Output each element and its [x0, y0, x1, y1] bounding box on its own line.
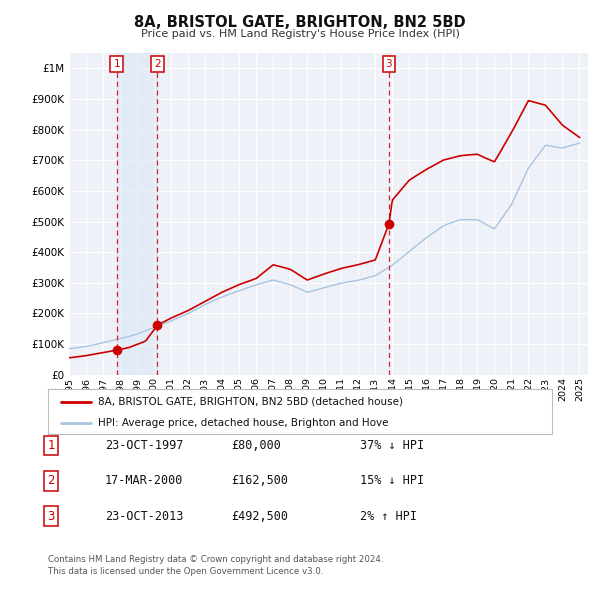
Text: £80,000: £80,000 — [231, 439, 281, 452]
Text: 17-MAR-2000: 17-MAR-2000 — [105, 474, 184, 487]
Text: 2: 2 — [47, 474, 55, 487]
Bar — [116, 53, 157, 375]
Text: 1: 1 — [113, 60, 120, 70]
Text: 23-OCT-1997: 23-OCT-1997 — [105, 439, 184, 452]
Text: 2% ↑ HPI: 2% ↑ HPI — [360, 510, 417, 523]
Text: 8A, BRISTOL GATE, BRIGHTON, BN2 5BD: 8A, BRISTOL GATE, BRIGHTON, BN2 5BD — [134, 15, 466, 30]
Text: 2: 2 — [154, 60, 161, 70]
Text: £492,500: £492,500 — [231, 510, 288, 523]
Text: 1: 1 — [47, 439, 55, 452]
Text: 37% ↓ HPI: 37% ↓ HPI — [360, 439, 424, 452]
Text: 8A, BRISTOL GATE, BRIGHTON, BN2 5BD (detached house): 8A, BRISTOL GATE, BRIGHTON, BN2 5BD (det… — [98, 397, 403, 407]
Text: HPI: Average price, detached house, Brighton and Hove: HPI: Average price, detached house, Brig… — [98, 418, 389, 428]
Text: Price paid vs. HM Land Registry's House Price Index (HPI): Price paid vs. HM Land Registry's House … — [140, 30, 460, 39]
Text: Contains HM Land Registry data © Crown copyright and database right 2024.: Contains HM Land Registry data © Crown c… — [48, 555, 383, 564]
Text: 3: 3 — [47, 510, 55, 523]
Text: 23-OCT-2013: 23-OCT-2013 — [105, 510, 184, 523]
Text: £162,500: £162,500 — [231, 474, 288, 487]
Text: 3: 3 — [386, 60, 392, 70]
Text: This data is licensed under the Open Government Licence v3.0.: This data is licensed under the Open Gov… — [48, 566, 323, 576]
Text: 15% ↓ HPI: 15% ↓ HPI — [360, 474, 424, 487]
